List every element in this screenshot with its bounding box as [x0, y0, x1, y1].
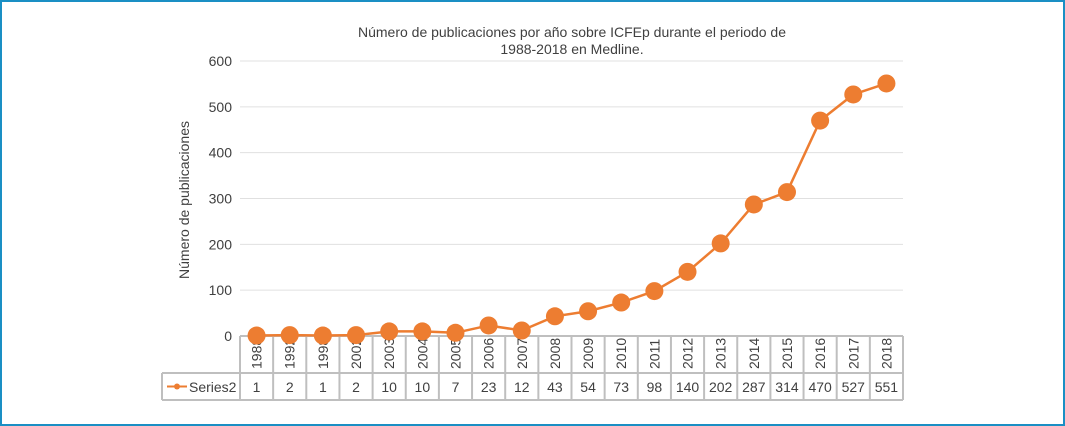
data-point — [247, 326, 266, 345]
x-tick-label: 2006 — [481, 338, 497, 369]
chart-title-line2: 1988-2018 en Medline. — [500, 41, 643, 57]
data-point — [877, 74, 896, 93]
x-tick-label: 2005 — [447, 338, 463, 369]
x-tick-label: 2014 — [746, 338, 762, 369]
x-tick-label: 2010 — [613, 338, 629, 369]
data-point — [347, 326, 366, 345]
x-tick-label: 2004 — [414, 338, 430, 369]
y-tick-label: 600 — [209, 53, 233, 69]
data-point — [313, 326, 332, 345]
table-value: 202 — [709, 379, 733, 395]
x-tick-label: 2016 — [812, 338, 828, 369]
data-point — [545, 307, 564, 326]
y-tick-label: 100 — [209, 282, 233, 298]
table-value: 1 — [319, 379, 327, 395]
y-tick-label: 500 — [209, 99, 233, 115]
x-tick-label: 2015 — [779, 338, 795, 369]
x-tick-label: 2003 — [381, 338, 397, 369]
data-point — [612, 293, 631, 312]
x-tick-label: 1998 — [315, 338, 331, 369]
data-point — [380, 322, 399, 341]
table-value: 73 — [613, 379, 629, 395]
x-tick-label: 2017 — [845, 338, 861, 369]
data-point — [678, 262, 697, 281]
table-value: 527 — [842, 379, 866, 395]
x-tick-label: 2012 — [680, 338, 696, 369]
data-point — [413, 322, 432, 341]
x-tick-label: 1992 — [282, 338, 298, 369]
table-value: 314 — [775, 379, 799, 395]
y-tick-label: 200 — [209, 236, 233, 252]
x-tick-label: 2018 — [878, 338, 894, 369]
table-value: 10 — [415, 379, 431, 395]
data-point — [711, 234, 730, 253]
table-value: 1 — [253, 379, 261, 395]
table-value: 140 — [676, 379, 700, 395]
data-point — [777, 183, 796, 202]
y-tick-label: 400 — [209, 145, 233, 161]
x-tick-label: 2002 — [348, 338, 364, 369]
table-value: 98 — [647, 379, 663, 395]
table-value: 470 — [808, 379, 832, 395]
table-value: 10 — [381, 379, 397, 395]
chart-title-line1: Número de publicaciones por año sobre IC… — [358, 24, 786, 40]
data-point — [579, 302, 598, 321]
table-value: 43 — [547, 379, 563, 395]
data-point — [744, 195, 763, 214]
table-value: 2 — [286, 379, 294, 395]
table-value: 12 — [514, 379, 530, 395]
y-axis-label: Número de publicaciones — [176, 121, 192, 279]
x-tick-label: 1988 — [249, 338, 265, 369]
table-value: 287 — [742, 379, 766, 395]
data-point — [446, 323, 465, 342]
data-point — [645, 282, 664, 301]
data-point — [280, 326, 299, 345]
table-value: 54 — [580, 379, 596, 395]
x-tick-label: 2011 — [646, 339, 662, 369]
x-tick-label: 2013 — [713, 338, 729, 369]
data-point — [479, 316, 498, 335]
x-tick-label: 2008 — [547, 338, 563, 369]
table-value: 2 — [352, 379, 360, 395]
legend-marker — [174, 383, 180, 390]
y-tick-label: 300 — [209, 191, 233, 207]
data-point — [512, 321, 531, 340]
series-line — [256, 82, 887, 337]
data-point — [844, 85, 863, 104]
x-tick-label: 2007 — [514, 338, 530, 369]
data-point — [811, 111, 830, 130]
y-tick-label: 0 — [224, 328, 232, 344]
x-tick-label: 2009 — [580, 338, 596, 369]
table-value: 551 — [875, 379, 899, 395]
legend-label: Series2 — [189, 379, 237, 395]
table-value: 23 — [481, 379, 497, 395]
table-value: 7 — [452, 379, 460, 395]
